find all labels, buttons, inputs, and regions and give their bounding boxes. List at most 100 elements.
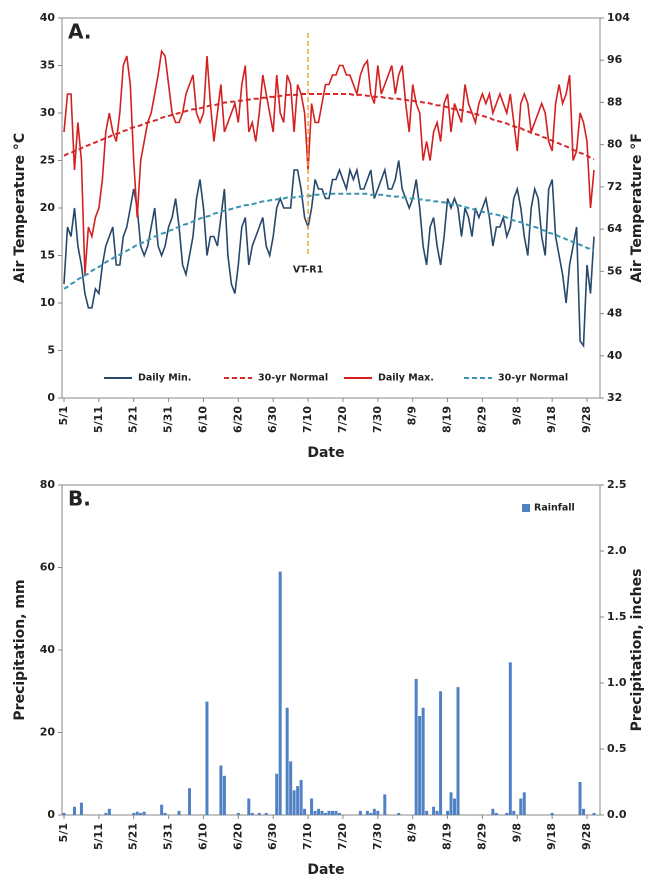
bar [330, 810, 334, 815]
plot-frame [61, 484, 601, 816]
y2-axis-label: Air Temperature °F [629, 133, 645, 283]
y-axis-label: Air Temperature °C [12, 133, 28, 283]
y2-tick-label: 48 [607, 307, 622, 320]
bar [278, 571, 282, 815]
bar [163, 812, 167, 815]
bar [522, 792, 526, 815]
legend-label: 30-yr Normal [498, 373, 568, 384]
bar [236, 812, 240, 815]
bar [512, 810, 516, 815]
x-tick-label: 9/28 [580, 823, 593, 850]
x-tick-label: 6/20 [231, 823, 244, 850]
bar [439, 691, 443, 815]
y-tick-label: 80 [40, 478, 56, 491]
x-tick-label: 9/18 [545, 406, 558, 433]
bar [578, 782, 582, 815]
x-tick-label: 5/31 [162, 823, 175, 850]
x-tick-label: 5/1 [57, 823, 70, 842]
y2-tick-label: 64 [607, 222, 623, 235]
x-tick-label: 8/29 [475, 406, 488, 433]
y2-axis-label: Precipitation, inches [629, 569, 645, 732]
bar [550, 812, 554, 815]
y-tick-label: 30 [40, 106, 56, 119]
bar [107, 808, 111, 815]
bar [508, 662, 512, 815]
y-axis-label: Precipitation, mm [12, 579, 28, 720]
y-tick-label: 60 [40, 561, 56, 574]
bar [250, 812, 254, 815]
y2-tick-label: 56 [607, 264, 623, 277]
bar [135, 811, 139, 815]
annotation: VT-R1 [293, 264, 323, 275]
bar [327, 810, 331, 815]
bar [414, 678, 418, 815]
y2-tick-label: 0.0 [607, 808, 627, 821]
bar [257, 812, 261, 815]
y-tick-label: 0 [47, 391, 55, 404]
bar [519, 798, 523, 815]
bar [491, 808, 495, 815]
legend-label: 30-yr Normal [258, 373, 328, 384]
bar [132, 812, 136, 815]
x-tick-label: 8/29 [475, 823, 488, 850]
x-tick-label: 8/19 [441, 823, 454, 850]
bar [320, 810, 324, 815]
bar [139, 812, 143, 815]
legend-swatch [522, 504, 530, 512]
bar [289, 761, 293, 815]
panel: 0 5 10 15 20 25 30 35 40 32 40 48 56 64 72 80 88 96 104 5/1… [12, 11, 645, 461]
y2-tick-label: 2.0 [607, 544, 627, 557]
bar [324, 812, 328, 815]
x-tick-label: 5/1 [57, 406, 70, 425]
x-tick-label: 6/30 [266, 406, 279, 433]
bar [449, 792, 453, 815]
bar [219, 765, 223, 815]
panel: 0 20 40 60 80 0.0 0.5 1.0 1.5 2.0 2.5 5/1 5/11 5/21 5/… [12, 478, 645, 876]
x-tick-label: 6/10 [196, 823, 209, 850]
bar [418, 716, 422, 815]
bar [296, 786, 300, 815]
bar [397, 812, 401, 815]
bar [453, 798, 457, 815]
y-tick-label: 0 [47, 808, 55, 821]
bar [582, 808, 586, 815]
bar [456, 687, 460, 815]
bar [446, 810, 450, 815]
y2-tick-label: 80 [607, 138, 623, 151]
panel-label: A. [68, 20, 91, 44]
legend-label: Rainfall [534, 503, 575, 514]
x-tick-label: 6/10 [196, 406, 209, 433]
x-tick-label: 7/20 [336, 823, 349, 850]
bar [299, 779, 303, 815]
x-tick-label: 7/30 [371, 823, 384, 850]
bar [79, 802, 83, 815]
y2-tick-label: 72 [607, 180, 622, 193]
y2-tick-label: 2.5 [607, 478, 627, 491]
x-tick-label: 9/8 [510, 823, 523, 842]
bar [432, 806, 436, 815]
y2-tick-label: 32 [607, 391, 622, 404]
series-line [63, 93, 595, 161]
bar [376, 810, 380, 815]
y2-tick-label: 1.5 [607, 610, 627, 623]
y2-tick-label: 88 [607, 95, 622, 108]
bar [505, 812, 509, 815]
bar [358, 810, 362, 815]
bar [494, 812, 498, 815]
x-tick-label: 9/8 [510, 406, 523, 425]
bar [365, 810, 369, 815]
bar [337, 812, 341, 815]
x-tick-label: 6/30 [266, 823, 279, 850]
bar [435, 810, 439, 815]
x-tick-label: 9/28 [580, 406, 593, 433]
x-tick-label: 7/20 [336, 406, 349, 433]
y-tick-label: 40 [40, 11, 56, 24]
x-tick-label: 7/10 [301, 823, 314, 850]
bar [177, 810, 181, 815]
bar [142, 811, 146, 815]
bar [334, 810, 338, 815]
panel-label: B. [68, 487, 91, 511]
series-line [63, 192, 595, 290]
x-tick-label: 7/10 [301, 406, 314, 433]
x-axis-label: Date [307, 862, 344, 876]
